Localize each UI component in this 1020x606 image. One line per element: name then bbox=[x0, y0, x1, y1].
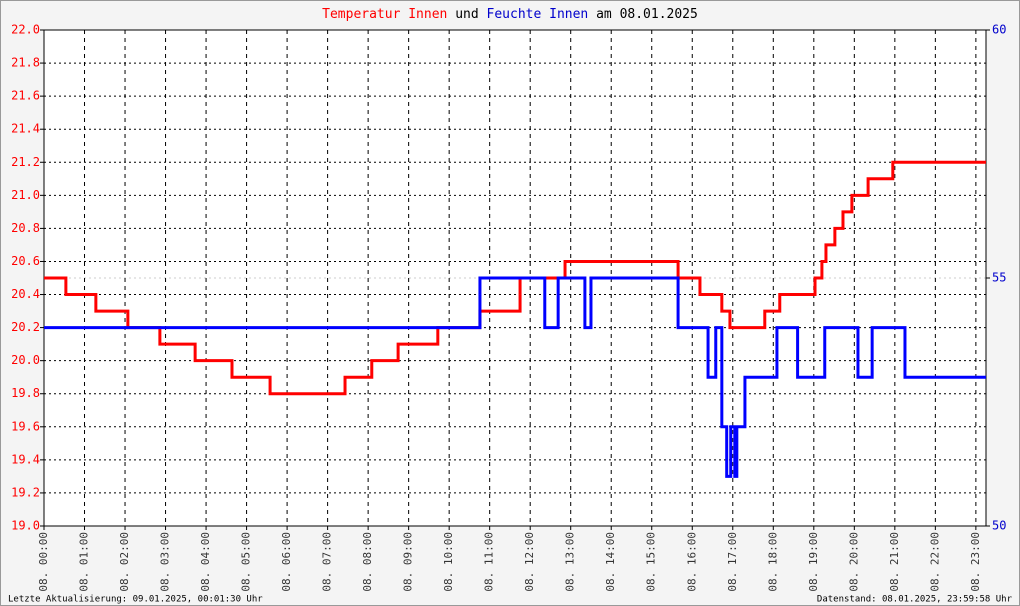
x-tick-label: 08. 22:00 bbox=[928, 532, 941, 592]
title-part: Temperatur Innen bbox=[322, 7, 447, 22]
x-tick-label: 08. 05:00 bbox=[240, 532, 253, 592]
x-tick-label: 08. 23:00 bbox=[969, 532, 982, 592]
x-tick-label: 08. 02:00 bbox=[118, 532, 131, 592]
y-tick-label: 21.6 bbox=[11, 89, 40, 103]
x-tick-label: 08. 13:00 bbox=[564, 532, 577, 592]
y-tick-label: 19.8 bbox=[11, 386, 40, 400]
x-tick-label: 08. 00:00 bbox=[37, 532, 50, 592]
y2-tick-label: 60 bbox=[992, 23, 1006, 37]
x-tick-label: 08. 06:00 bbox=[280, 532, 293, 592]
x-tick-label: 08. 03:00 bbox=[159, 532, 172, 592]
y2-tick-label: 55 bbox=[992, 271, 1006, 285]
y-tick-label: 19.0 bbox=[11, 519, 40, 533]
y-tick-label: 19.4 bbox=[11, 452, 40, 466]
footer-right: Datenstand: 08.01.2025, 23:59:58 Uhr bbox=[817, 595, 1013, 605]
y-tick-label: 20.8 bbox=[11, 221, 40, 235]
title-part: und bbox=[455, 7, 478, 22]
series-line bbox=[44, 160, 986, 396]
y-tick-label: 20.4 bbox=[11, 287, 40, 301]
footer-left: Letzte Aktualisierung: 09.01.2025, 00:01… bbox=[8, 595, 263, 605]
x-tick-label: 08. 07:00 bbox=[321, 532, 334, 592]
x-tick-label: 08. 16:00 bbox=[685, 532, 698, 592]
x-tick-label: 08. 18:00 bbox=[766, 532, 779, 592]
x-tick-label: 08. 08:00 bbox=[361, 532, 374, 592]
y-tick-label: 21.2 bbox=[11, 155, 40, 169]
y-tick-label: 21.8 bbox=[11, 56, 40, 70]
y-tick-label: 21.0 bbox=[11, 188, 40, 202]
x-tick-label: 08. 10:00 bbox=[442, 532, 455, 592]
y-tick-label: 22.0 bbox=[11, 23, 40, 37]
x-tick-label: 08. 04:00 bbox=[199, 532, 212, 592]
x-tick-label: 08. 01:00 bbox=[78, 532, 91, 592]
y-tick-label: 19.2 bbox=[11, 485, 40, 499]
chart-title: Temperatur Innen und Feuchte Innen am 08… bbox=[322, 7, 698, 22]
x-tick-label: 08. 21:00 bbox=[888, 532, 901, 592]
x-tick-label: 08. 15:00 bbox=[645, 532, 658, 592]
x-tick-label: 08. 20:00 bbox=[847, 532, 860, 592]
y-tick-label: 20.2 bbox=[11, 320, 40, 334]
x-tick-label: 08. 11:00 bbox=[483, 532, 496, 592]
x-tick-label: 08. 12:00 bbox=[523, 532, 536, 592]
y-tick-label: 19.6 bbox=[11, 419, 40, 433]
y-tick-label: 20.0 bbox=[11, 353, 40, 367]
x-tick-label: 08. 14:00 bbox=[604, 532, 617, 592]
title-part: am 08.01.2025 bbox=[596, 7, 698, 22]
x-tick-label: 08. 17:00 bbox=[726, 532, 739, 592]
title-part: Feuchte Innen bbox=[487, 7, 589, 22]
y2-tick-label: 50 bbox=[992, 519, 1006, 533]
y-tick-label: 20.6 bbox=[11, 254, 40, 268]
series-line bbox=[44, 276, 986, 478]
x-tick-label: 08. 09:00 bbox=[402, 532, 415, 592]
y-tick-label: 21.4 bbox=[11, 122, 40, 136]
x-tick-label: 08. 19:00 bbox=[807, 532, 820, 592]
